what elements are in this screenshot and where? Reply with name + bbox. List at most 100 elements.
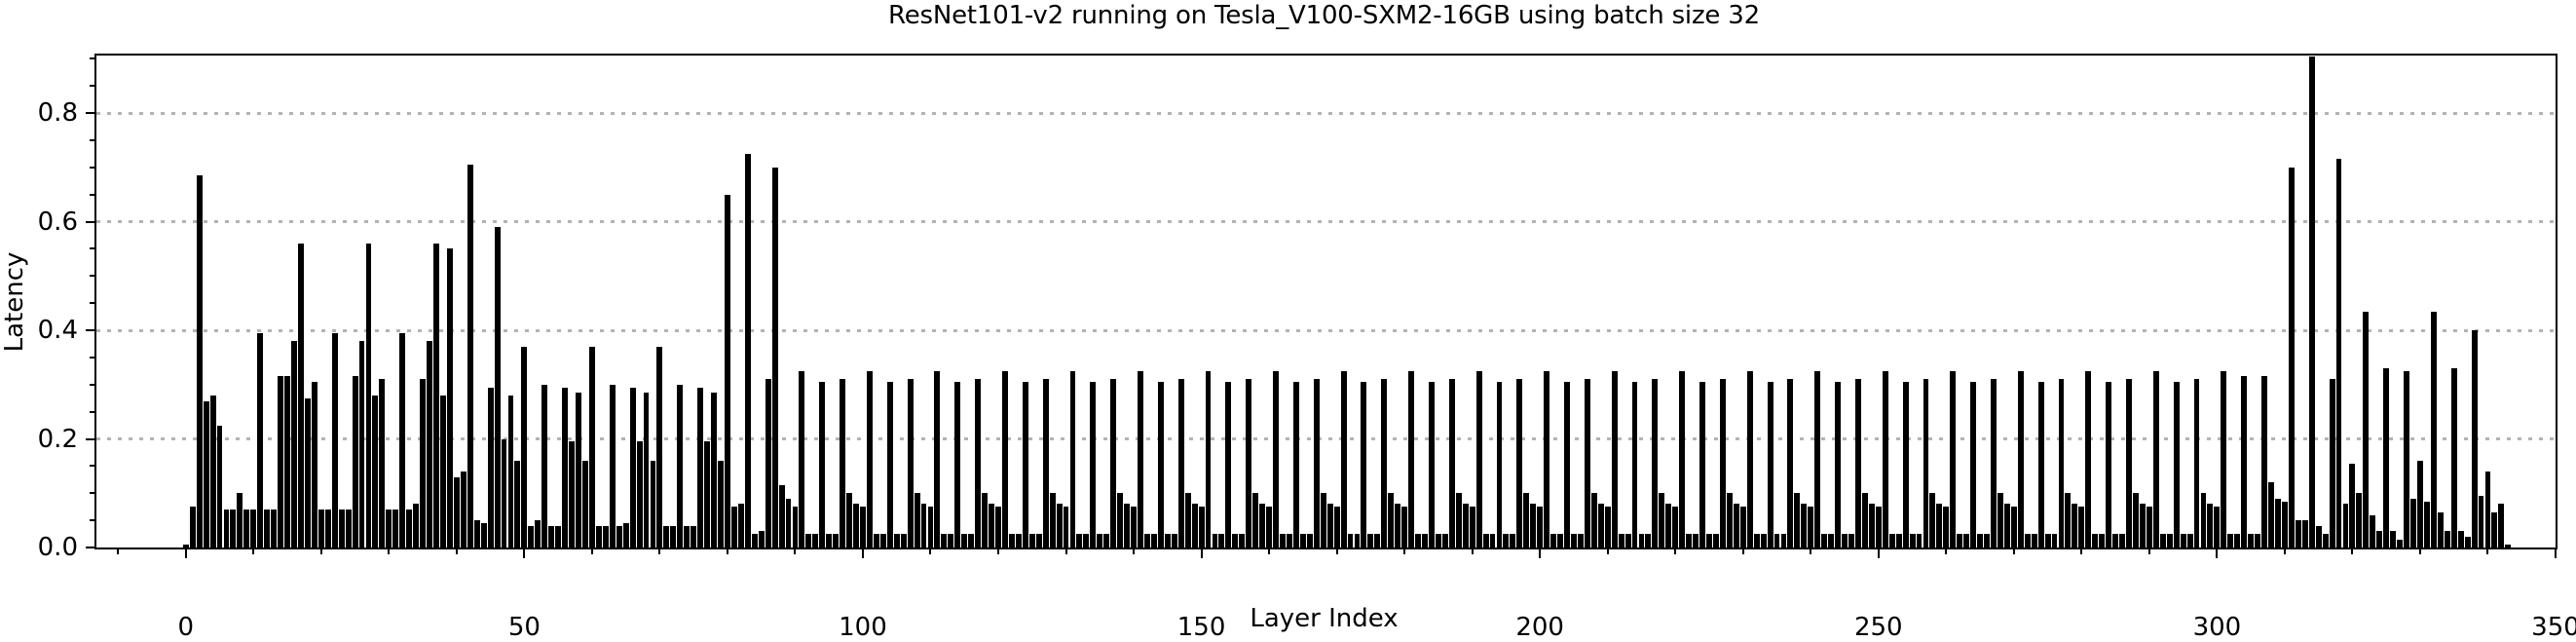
bar-layer-130 [1063,507,1069,548]
bar-layer-47 [501,438,507,548]
bar-layer-73 [677,384,684,548]
bar-layer-9 [243,509,250,548]
bar-layer-322 [2363,311,2370,548]
bar-layer-182 [1415,534,1421,548]
bar-layer-307 [2261,376,2267,548]
bar-layer-105 [893,534,900,548]
bar-layer-94 [819,381,826,548]
bar-layer-23 [338,509,345,548]
bar-layer-190 [1469,507,1475,548]
gridline-y-0.6 [96,220,2556,224]
x-tick-100 [861,549,864,558]
y-minor-tick-0.5 [90,275,94,278]
y-tick-0.8 [86,112,94,115]
bar-layer-195 [1503,534,1510,548]
bar-layer-173 [1354,534,1361,548]
bar-layer-95 [826,534,833,548]
bar-layer-76 [697,387,704,548]
bar-layer-341 [2491,511,2498,548]
bar-layer-92 [805,534,812,548]
bar-layer-305 [2248,534,2255,548]
x-minor-tick-40 [455,549,458,554]
bar-layer-251 [1882,370,1888,548]
bar-layer-59 [581,460,588,548]
bar-layer-254 [1902,381,1909,548]
bar-layer-273 [2031,534,2037,548]
bar-layer-269 [2003,504,2010,548]
bar-layer-324 [2376,531,2383,548]
bar-layer-339 [2478,496,2484,548]
bar-layer-32 [399,332,406,548]
bar-layer-340 [2484,471,2491,548]
bar-layer-42 [467,165,473,548]
bar-layer-90 [792,507,799,548]
bar-layer-267 [1991,379,1997,548]
bar-layer-139 [1124,504,1131,548]
bar-layer-1 [189,507,196,548]
bar-layer-207 [1584,379,1590,548]
bar-layer-168 [1320,493,1326,548]
bar-layer-161 [1273,370,1279,548]
bar-layer-0 [182,545,189,548]
bar-layer-18 [304,397,311,548]
bar-layer-93 [812,534,819,548]
bar-layer-39 [446,248,453,548]
bar-layer-276 [2051,534,2058,548]
bar-layer-120 [995,507,1001,548]
y-axis-title: Latency [0,251,29,353]
bar-layer-45 [487,387,494,548]
y-minor-tick-0.1 [90,492,94,495]
bar-layer-74 [684,525,691,548]
bar-layer-44 [480,522,487,548]
x-minor-tick-290 [2147,549,2150,554]
bar-layer-132 [1076,534,1083,548]
bar-layer-63 [609,384,616,548]
bar-layer-215 [1638,534,1645,548]
bar-layer-61 [595,525,602,548]
x-minor-tick-330 [2418,549,2421,554]
bar-layer-27 [365,243,372,548]
bar-layer-123 [1015,534,1022,548]
bar-layer-187 [1448,379,1455,548]
bar-layer-230 [1739,507,1746,548]
bar-layer-343 [2505,545,2512,548]
bar-layer-131 [1069,370,1076,548]
bar-layer-188 [1455,493,1462,548]
bar-layer-106 [900,534,907,548]
x-tick-250 [1877,549,1880,558]
y-minor-tick-0.65 [90,193,94,196]
x-minor-tick-220 [1674,549,1677,554]
bar-layer-142 [1144,534,1150,548]
bar-layer-118 [982,493,989,548]
bar-layer-337 [2464,536,2471,548]
bar-layer-284 [2106,381,2112,548]
bar-layer-208 [1590,493,1597,548]
chart-title: ResNet101-v2 running on Tesla_V100-SXM2-… [888,1,1760,30]
bar-layer-287 [2126,379,2132,548]
bar-layer-10 [250,509,257,548]
bar-layer-278 [2065,493,2072,548]
bar-layer-199 [1530,504,1537,548]
y-minor-tick-0.3 [90,383,94,386]
bar-layer-175 [1367,534,1374,548]
bar-layer-194 [1496,381,1503,548]
x-tick-50 [523,549,526,558]
bar-layer-24 [345,509,352,548]
bar-layer-134 [1090,381,1097,548]
x-minor-tick-190 [1471,549,1474,554]
bar-layer-184 [1428,381,1435,548]
x-minor-tick-280 [2080,549,2083,554]
bar-layer-325 [2383,368,2390,548]
bar-layer-178 [1388,493,1395,548]
x-minor-tick-270 [2012,549,2015,554]
bar-layer-3 [203,400,209,548]
bar-layer-333 [2437,511,2444,548]
bar-layer-288 [2133,493,2139,548]
bar-layer-171 [1340,370,1347,548]
bar-layer-135 [1097,534,1103,548]
bar-layer-280 [2078,507,2085,548]
bar-layer-193 [1489,534,1496,548]
bar-layer-69 [650,460,656,548]
bar-layer-256 [1916,534,1923,548]
bar-layer-291 [2152,370,2159,548]
